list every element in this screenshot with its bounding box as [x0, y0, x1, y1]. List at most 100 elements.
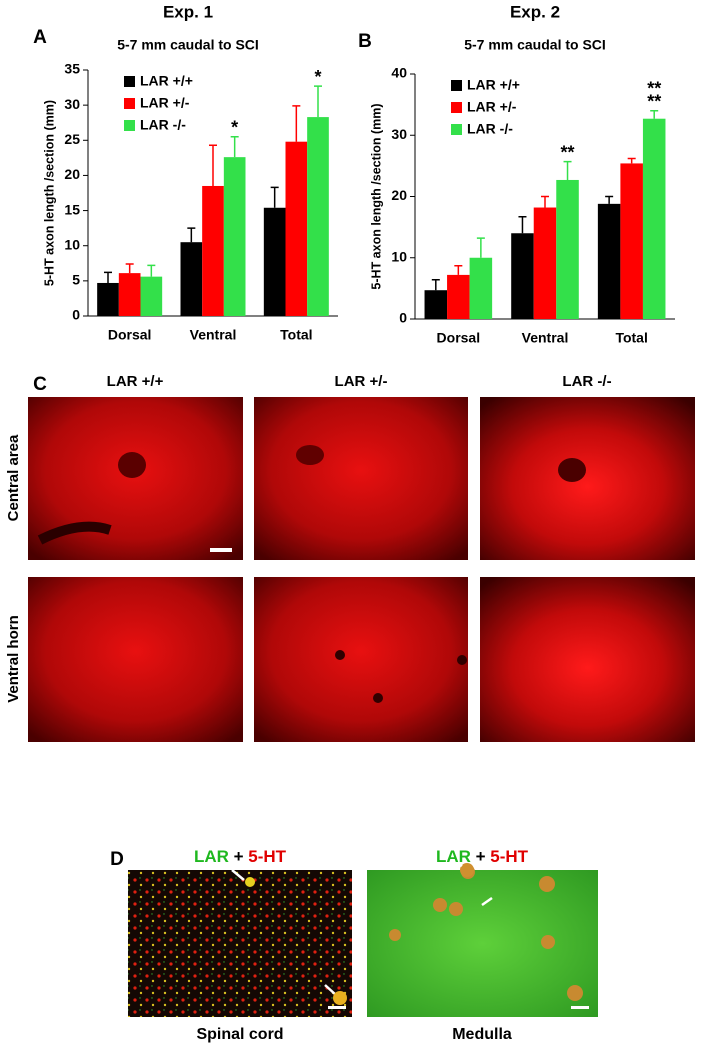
y-axis-label: 5-HT axon length /section (mm): [42, 100, 56, 286]
bar: [180, 242, 203, 316]
image-caption: Spinal cord: [196, 1026, 283, 1043]
legend-swatch: [124, 120, 135, 131]
panel-letter: C: [33, 374, 47, 395]
micrographs-c: [28, 397, 695, 742]
stain-part: 5-HT: [248, 847, 286, 866]
error-bar: [454, 264, 463, 275]
x-tick-label: Total: [280, 327, 312, 343]
bar: [447, 274, 470, 319]
significance-mark: *: [231, 118, 238, 138]
stain-label: LAR + 5-HT: [194, 847, 287, 866]
legend-swatch: [124, 76, 135, 87]
bar: [263, 207, 286, 316]
error-bar: [650, 110, 659, 119]
legend-label: LAR -/-: [467, 121, 513, 137]
error-bar: [431, 279, 440, 291]
y-tick-label: 30: [391, 126, 407, 142]
column-label: LAR -/-: [562, 373, 611, 390]
legend-swatch: [124, 98, 135, 109]
stain-part: 5-HT: [490, 847, 528, 866]
error-bar: [104, 271, 112, 283]
bar: [620, 163, 643, 319]
error-bar: [541, 195, 549, 208]
y-tick-label: 0: [399, 310, 407, 326]
error-bar: [209, 144, 217, 186]
column-label: LAR +/-: [335, 373, 388, 390]
y-tick-label: 25: [64, 131, 80, 147]
legend-swatch: [451, 124, 462, 135]
stain-part: +: [229, 847, 248, 866]
bar: [202, 185, 224, 316]
y-tick-label: 0: [72, 307, 80, 323]
bar: [140, 276, 163, 316]
row-label: Central area: [5, 434, 22, 521]
error-bar: [292, 105, 301, 142]
y-tick-label: 10: [64, 236, 80, 252]
error-bar: [230, 136, 239, 158]
x-tick-label: Total: [615, 330, 647, 346]
y-tick-label: 5: [72, 272, 80, 288]
x-tick-label: Dorsal: [108, 327, 152, 343]
error-bar: [314, 85, 322, 118]
panel-letter: B: [358, 31, 372, 52]
stain-part: LAR: [436, 847, 471, 866]
y-tick-label: 40: [391, 65, 407, 81]
error-bar: [125, 263, 134, 274]
y-axis-label: 5-HT axon length /section (mm): [369, 103, 383, 289]
legend-label: LAR +/+: [467, 77, 520, 93]
bar: [424, 290, 448, 319]
x-tick-label: Dorsal: [437, 330, 481, 346]
error-bar: [627, 157, 636, 164]
bar: [285, 141, 308, 316]
bar: [307, 117, 329, 316]
significance-mark: **: [647, 92, 661, 112]
error-bar: [476, 237, 485, 258]
y-tick-label: 35: [64, 61, 80, 77]
chart-subtitle: 5-7 mm caudal to SCI: [117, 37, 259, 53]
bar: [533, 207, 557, 319]
stain-label: LAR + 5-HT: [436, 847, 529, 866]
significance-mark: **: [647, 79, 661, 99]
panel-letter: A: [33, 27, 47, 48]
bar: [118, 273, 141, 316]
legend-label: LAR +/+: [140, 73, 193, 89]
chart-title: Exp. 1: [163, 2, 213, 21]
legend-label: LAR +/-: [467, 99, 517, 115]
image-caption: Medulla: [452, 1026, 512, 1043]
error-bar: [270, 186, 279, 208]
error-bar: [563, 160, 572, 180]
bar: [511, 233, 534, 319]
y-tick-label: 20: [64, 166, 80, 182]
column-label: LAR +/+: [107, 373, 164, 390]
stain-part: +: [471, 847, 490, 866]
bar: [642, 118, 666, 320]
y-tick-label: 15: [64, 201, 80, 217]
error-bar: [518, 215, 527, 234]
chart-title: Exp. 2: [510, 2, 560, 21]
bar: [556, 179, 579, 319]
x-tick-label: Ventral: [522, 330, 569, 346]
significance-mark: **: [561, 142, 575, 162]
error-bar: [605, 195, 614, 204]
error-bar: [187, 227, 196, 243]
y-tick-label: 30: [64, 96, 80, 112]
micrographs-d: [128, 857, 598, 1017]
stain-part: LAR: [194, 847, 229, 866]
panel-letter: D: [110, 849, 124, 870]
chart-subtitle: 5-7 mm caudal to SCI: [464, 37, 606, 53]
x-tick-label: Ventral: [190, 327, 237, 343]
y-tick-label: 10: [391, 248, 407, 264]
legend-label: LAR +/-: [140, 95, 190, 111]
bar: [223, 157, 246, 316]
error-bar: [147, 264, 156, 277]
legend-swatch: [451, 80, 462, 91]
bar: [469, 257, 493, 319]
legend-swatch: [451, 102, 462, 113]
bar: [597, 203, 621, 319]
y-tick-label: 20: [391, 187, 407, 203]
row-label: Ventral horn: [5, 615, 22, 703]
bar: [97, 282, 119, 316]
significance-mark: *: [314, 67, 321, 87]
legend-label: LAR -/-: [140, 117, 186, 133]
